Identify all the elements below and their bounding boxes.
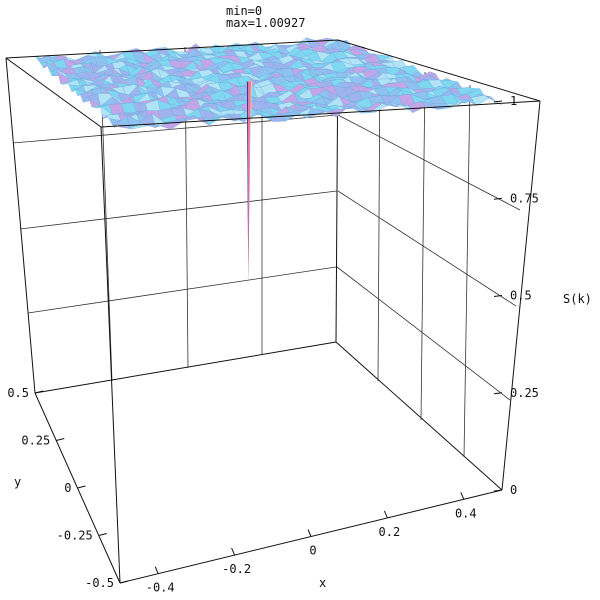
floor-back-left-edge	[34, 341, 337, 394]
z-tick-label-1: 0.25	[510, 386, 539, 400]
top-front-right-edge	[100, 100, 541, 128]
z-tick-mark-0	[493, 489, 503, 492]
x-tick-mark-3	[383, 510, 388, 519]
x-tick-label-1: -0.2	[222, 562, 251, 576]
floor-back-right-edge	[335, 341, 503, 491]
annotation-min: min=0	[226, 4, 262, 18]
y-tick-mark-3	[98, 533, 107, 536]
z-tick-label-0: 0	[510, 483, 517, 497]
dip-spike-shadow	[246, 81, 249, 286]
x-tick-label-4: 0.4	[455, 506, 477, 520]
y-tick-label-4: -0.5	[85, 576, 114, 590]
x-tick-label-0: -0.4	[146, 581, 175, 595]
z-tick-mark-2	[493, 295, 503, 297]
back-walls	[5, 39, 521, 491]
y-tick-label-3: -0.25	[57, 529, 93, 543]
right-vertical-edge	[501, 100, 541, 491]
top-back-right-edge	[337, 39, 541, 102]
top-front-left-edge	[5, 57, 102, 128]
annotation-max: max=1.00927	[226, 16, 305, 30]
front-vertical-edge	[100, 126, 121, 584]
z-tick-mark-4	[493, 100, 503, 103]
grid-right-075	[337, 114, 521, 211]
top-back-left-edge	[5, 39, 339, 59]
y-tick-label-1: 0.25	[21, 434, 50, 448]
grid-right-025	[336, 266, 511, 401]
grid-right-050	[337, 190, 517, 307]
grid-left-025	[27, 266, 337, 314]
z-tick-label-3: 0.75	[510, 191, 539, 205]
y-tick-mark-0	[34, 390, 44, 394]
x-tick-label-2: 0	[309, 544, 316, 558]
z-tick-label-4: 1	[510, 94, 517, 108]
z-axis-label: S(k)	[563, 292, 592, 306]
x-tick-label-3: 0.2	[379, 525, 401, 539]
x-tick-mark-2	[307, 529, 312, 537]
x-axis-label: x	[319, 576, 326, 590]
y-axis-label: y	[14, 475, 21, 489]
surface-mesh	[34, 37, 503, 286]
y-tick-mark-2	[77, 485, 86, 489]
grid-right-v3	[463, 84, 471, 458]
y-tick-label-2: 0	[64, 481, 71, 495]
axis-ticks: -0.4 -0.2 0 0.2 0.4 0.5 0.25 0 -0.25 -0.5 0 0.25 0.5…	[7, 94, 539, 595]
y-tick-mark-1	[56, 438, 65, 441]
dip-spike-highlight	[249, 81, 253, 163]
grid-left-050	[19, 190, 338, 230]
x-tick-mark-4	[460, 492, 465, 500]
grid-right-v1	[377, 59, 381, 382]
back-left-edge	[5, 57, 36, 394]
x-tick-mark-0	[154, 566, 159, 574]
z-tick-mark-1	[493, 392, 503, 395]
x-tick-mark-1	[231, 547, 236, 556]
z-tick-mark-3	[493, 197, 503, 200]
grid-right-v2	[420, 71, 426, 421]
y-tick-mark-4	[119, 580, 129, 584]
y-tick-label-0: 0.5	[7, 386, 29, 400]
z-tick-label-2: 0.5	[510, 289, 532, 303]
